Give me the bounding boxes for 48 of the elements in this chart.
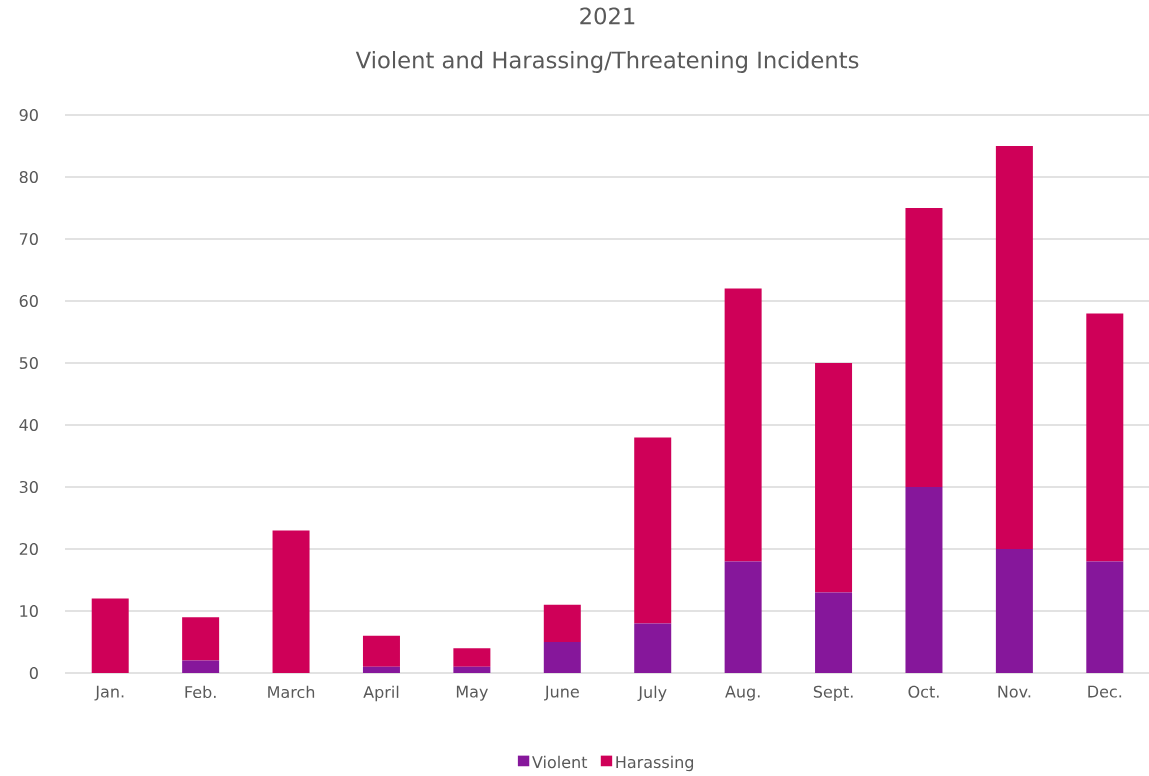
bar	[272, 530, 310, 673]
bar	[1086, 561, 1124, 673]
bar	[634, 623, 672, 673]
x-tick-label: Jan.	[94, 685, 124, 701]
bar	[724, 288, 762, 562]
x-tick-label: March	[268, 685, 315, 699]
x-tick-label: Sept.	[813, 685, 853, 701]
y-tick-label: 50	[19, 356, 38, 370]
bar	[724, 561, 762, 673]
y-tick-label: 70	[19, 232, 38, 246]
bar	[362, 635, 400, 667]
bar	[182, 660, 220, 673]
y-tick-label: 20	[19, 542, 38, 556]
bar	[905, 208, 943, 487]
bar	[905, 487, 943, 673]
x-tick-label: July	[637, 685, 667, 702]
bar	[453, 648, 491, 667]
bar	[453, 666, 491, 673]
y-tick-label: 40	[19, 418, 38, 432]
x-tick-label: April	[363, 685, 399, 702]
x-tick-label: Oct.	[908, 685, 939, 698]
y-tick-label: 10	[20, 604, 38, 618]
y-tick-label: 30	[19, 480, 38, 494]
bar	[1086, 313, 1124, 562]
y-tick-label: 80	[19, 170, 38, 184]
bar	[543, 642, 581, 673]
y-tick-label: 90	[19, 108, 38, 122]
x-tick-label: May	[456, 685, 488, 701]
x-tick-label: June	[544, 685, 579, 701]
bar	[634, 437, 672, 624]
legend-label: Violent	[532, 755, 588, 769]
bar	[815, 592, 853, 673]
bar	[815, 363, 853, 593]
y-tick-label: 60	[19, 294, 38, 308]
x-tick-label: Feb.	[185, 685, 216, 699]
x-tick-label: Nov.	[998, 685, 1031, 698]
x-tick-label: Aug.	[725, 685, 760, 701]
bar	[182, 617, 220, 661]
y-tick-label: 0	[29, 666, 38, 680]
x-tick-label: Dec.	[1088, 685, 1122, 698]
chart-title: 2021	[580, 7, 635, 25]
legend-label: Harassing	[616, 755, 694, 772]
bar	[543, 604, 581, 642]
bar	[995, 146, 1033, 549]
bar	[995, 549, 1033, 673]
bar	[91, 598, 129, 673]
bar	[362, 666, 400, 673]
chart-subtitle: Violent and Harassing/Threatening Incidents	[355, 51, 859, 73]
